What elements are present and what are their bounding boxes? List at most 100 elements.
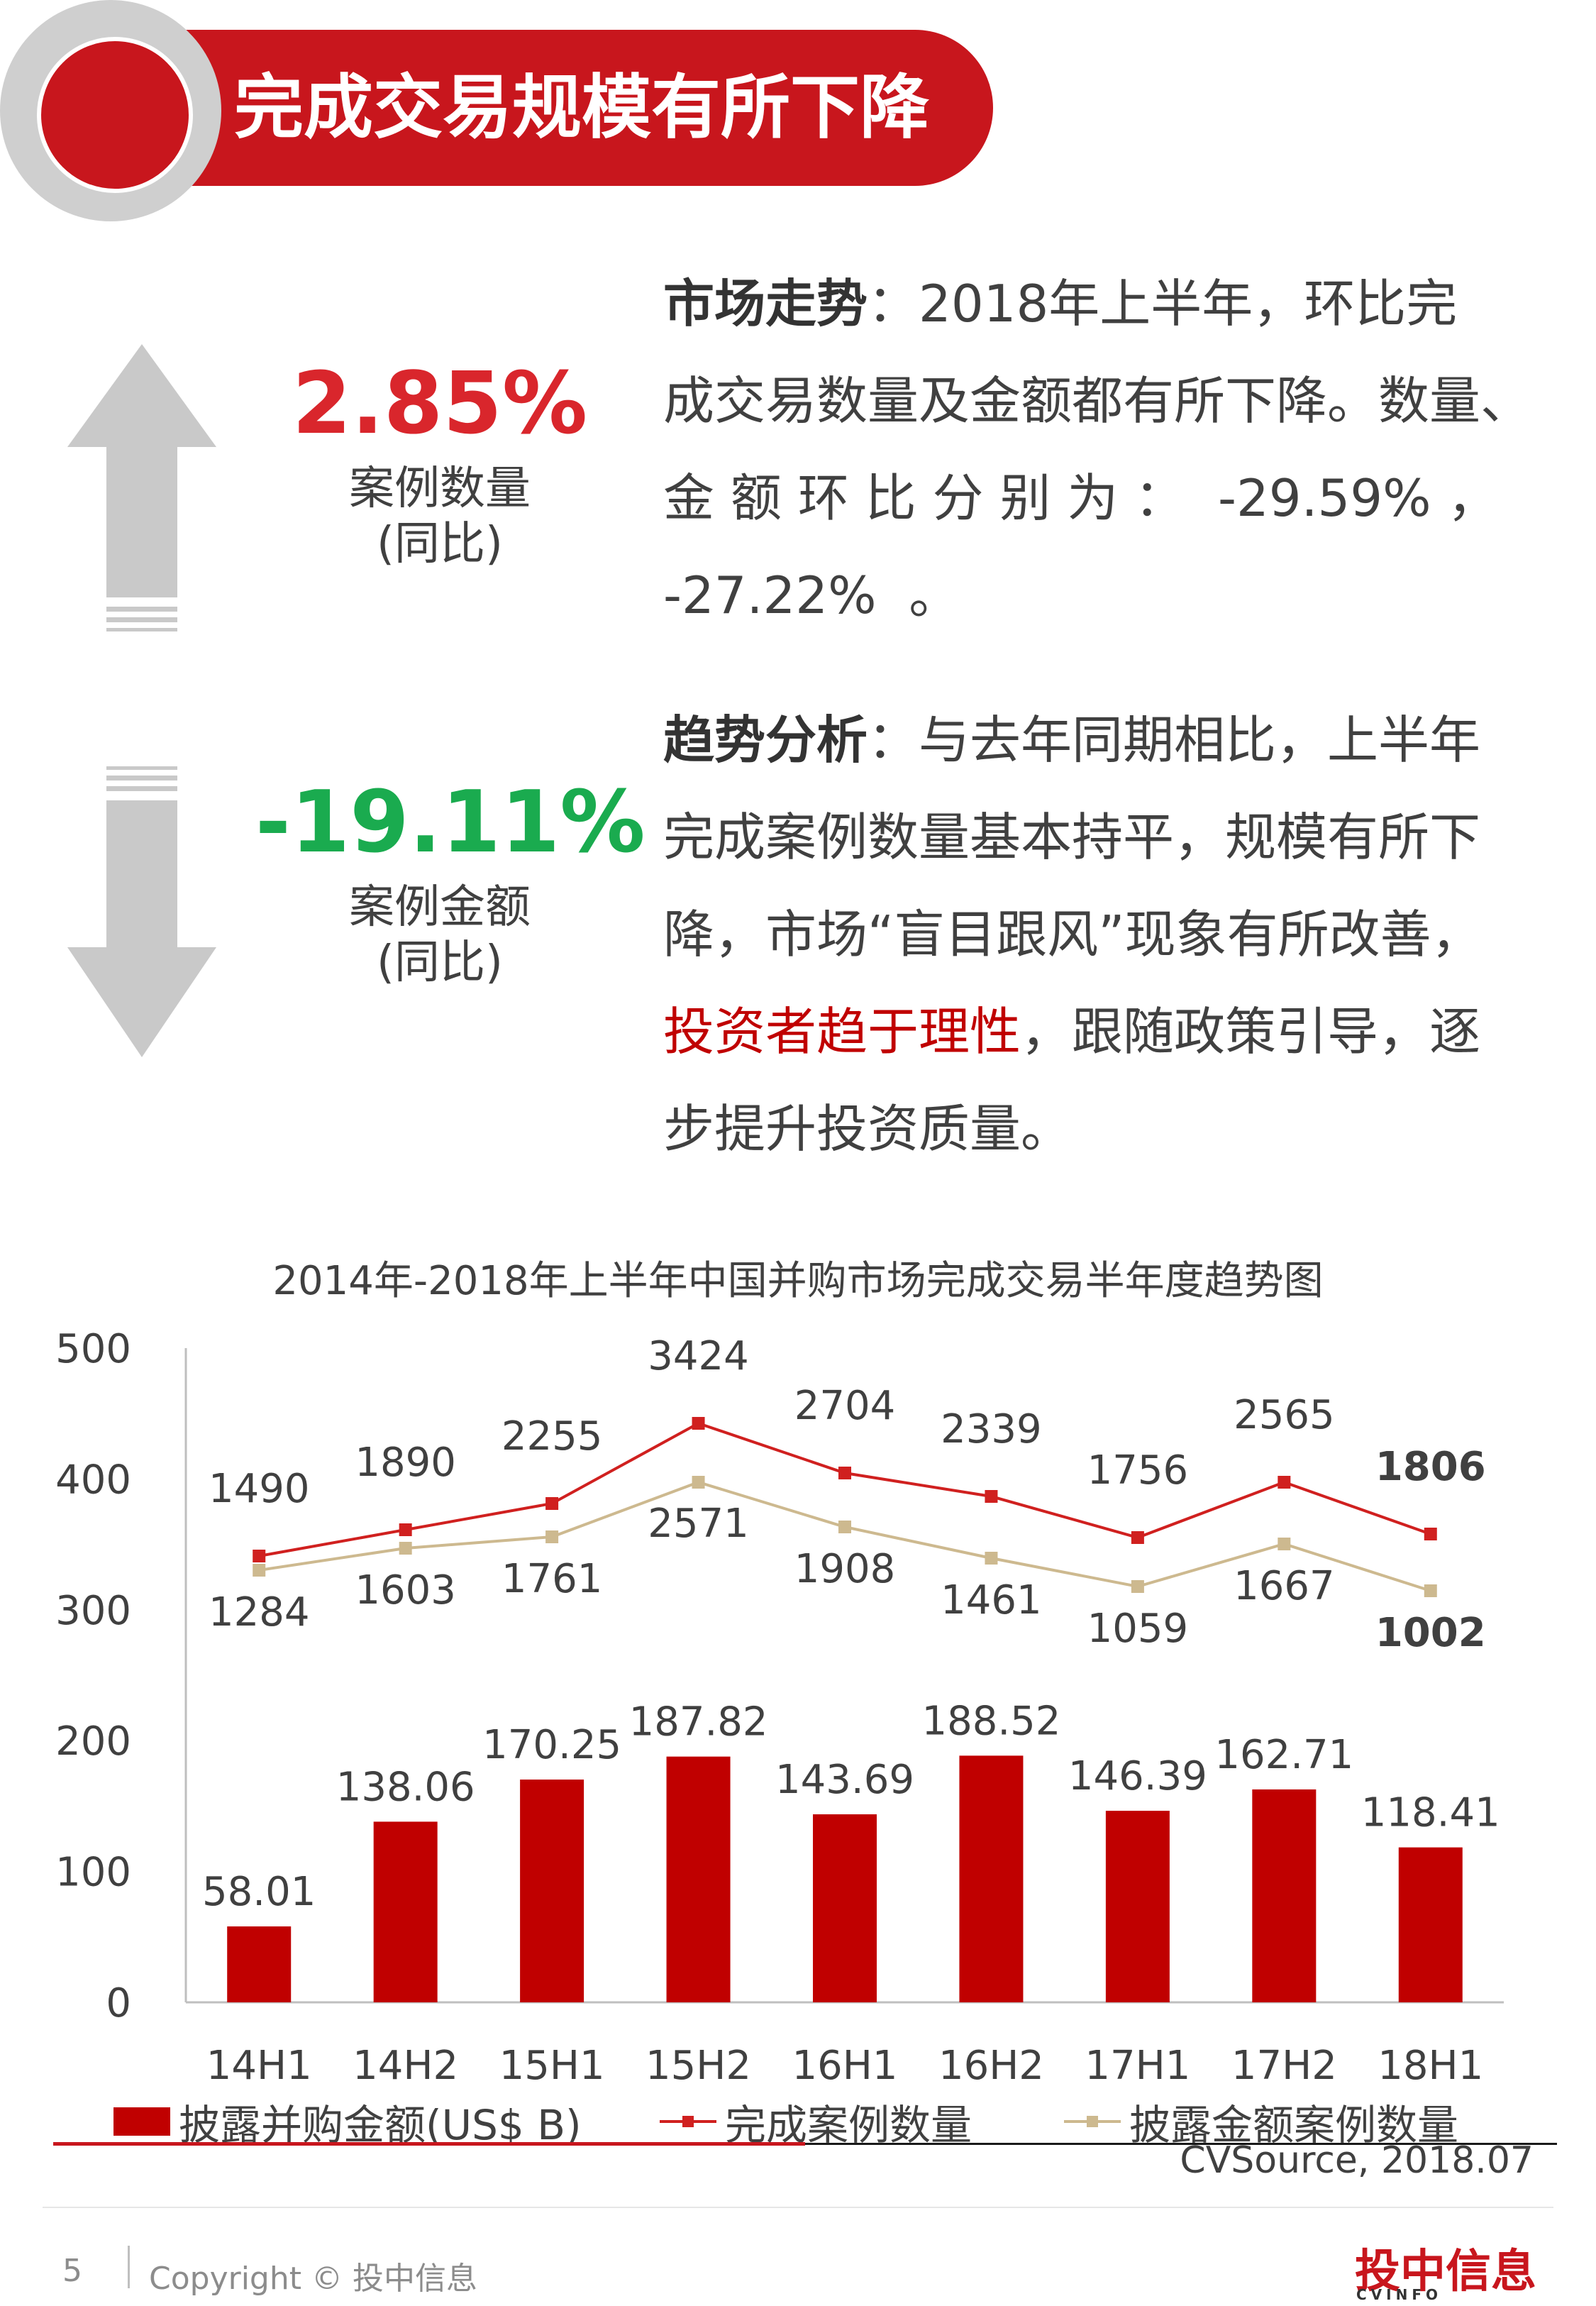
deal-count-data-label: 2565 — [1234, 1392, 1335, 1438]
y-tick-label: 100 — [55, 1850, 131, 1896]
disclosed-count-data-label: 1667 — [1234, 1563, 1335, 1609]
disclosed-count-marker — [1278, 1538, 1291, 1550]
deal-count-marker — [253, 1550, 266, 1562]
trend-analysis-line: ，跟随政策引导，逐 — [1021, 1002, 1481, 1061]
bar-data-label: 118.41 — [1361, 1790, 1500, 1836]
disclosed-count-data-label: 1002 — [1375, 1610, 1486, 1656]
trend-analysis-line: 完成案例数量基本持平，规模有所下 — [663, 807, 1481, 867]
deal-count-data-label: 2255 — [501, 1413, 603, 1460]
count-change-value: 2.85% — [292, 355, 588, 453]
disclosed-count-marker — [253, 1564, 266, 1577]
bar-data-label: 143.69 — [775, 1757, 914, 1803]
deal-count-marker — [838, 1467, 851, 1479]
deal-count-data-label: 1756 — [1087, 1447, 1189, 1494]
x-tick-label: 15H2 — [645, 2043, 751, 2089]
trend-analysis-sep: ： — [868, 710, 919, 770]
bar-data-label: 188.52 — [921, 1698, 1060, 1744]
bar — [1105, 1811, 1170, 2002]
brand-logo-sub: CVINFO — [1356, 2286, 1442, 2303]
down-arrow-icon — [57, 759, 227, 1071]
market-trend-sep: ： — [868, 274, 919, 333]
legend-rule-accent — [53, 2142, 805, 2146]
disclosed-count-data-label: 1603 — [355, 1567, 456, 1613]
footer-separator — [128, 2246, 130, 2288]
deal-count-marker — [1278, 1476, 1291, 1489]
deal-count-marker — [692, 1417, 705, 1430]
x-tick-label: 16H1 — [792, 2043, 898, 2089]
trend-analysis-paragraph: 趋势分析：与去年同期相比，上半年 完成案例数量基本持平，规模有所下 降，市场“盲… — [663, 692, 1564, 1178]
page-title: 完成交易规模有所下降 — [234, 67, 930, 148]
market-trend-heading: 市场走势 — [663, 274, 868, 333]
legend-disclosed-swatch — [1064, 2116, 1121, 2127]
disclosed-count-marker — [1131, 1580, 1144, 1593]
bar — [813, 1814, 877, 2002]
market-trend-line: 成交易数量及金额都有所下降。数量、 — [663, 371, 1532, 431]
title-disc-decoration — [37, 37, 193, 193]
amount-change-value: -19.11% — [255, 773, 645, 872]
legend-disclosed-count: 披露金额案例数量 — [1064, 2092, 1458, 2151]
y-tick-label: 300 — [55, 1588, 131, 1634]
legend-bar: 披露并购金额(US$ B) — [113, 2092, 582, 2151]
disclosed-count-marker — [985, 1552, 998, 1565]
deal-count-marker — [1424, 1528, 1437, 1540]
y-tick-label: 400 — [55, 1457, 131, 1503]
trend-analysis-line: 步提升投资质量。 — [663, 1099, 1073, 1159]
bar — [1252, 1789, 1317, 2002]
bar — [227, 1926, 292, 2002]
x-tick-label: 17H2 — [1231, 2043, 1337, 2089]
highlight-text: 投资者趋于理性 — [663, 1002, 1021, 1061]
legend-count-swatch — [660, 2116, 716, 2127]
market-trend-line: 2018年上半年，环比完 — [919, 274, 1458, 333]
chart-title: 2014年-2018年上半年中国并购市场完成交易半年度趋势图 — [272, 1258, 1324, 1304]
bar-data-label: 58.01 — [202, 1869, 316, 1915]
source-note: CVSource, 2018.07 — [1180, 2139, 1534, 2182]
deal-count-marker — [985, 1490, 998, 1503]
disclosed-count-marker — [545, 1530, 559, 1543]
footer-divider — [43, 2207, 1553, 2208]
page-number: 5 — [62, 2253, 82, 2289]
trend-analysis-heading: 趋势分析 — [663, 710, 868, 770]
market-trend-line: 金 额 环 比 分 别 为 ： -29.59% ， — [663, 468, 1499, 528]
x-tick-label: 17H1 — [1085, 2043, 1190, 2089]
count-change-label: 案例数量 — [349, 463, 531, 515]
bar-data-label: 138.06 — [336, 1764, 475, 1810]
disclosed-count-data-label: 1284 — [209, 1589, 310, 1635]
disclosed-count-marker — [838, 1521, 851, 1533]
disclosed-count-data-label: 1461 — [941, 1577, 1042, 1623]
deal-count-data-label: 2339 — [941, 1406, 1042, 1452]
deal-count-marker — [1131, 1531, 1144, 1544]
deal-count-data-label: 3424 — [648, 1333, 749, 1379]
y-tick-label: 500 — [55, 1326, 131, 1372]
x-tick-label: 14H1 — [206, 2043, 312, 2089]
bar-data-label: 187.82 — [629, 1699, 768, 1745]
x-tick-label: 16H2 — [938, 2043, 1044, 2089]
deal-count-data-label: 1490 — [209, 1466, 310, 1512]
disclosed-count-marker — [399, 1542, 412, 1555]
deal-count-marker — [399, 1523, 412, 1536]
count-change-sub: (同比) — [377, 518, 503, 570]
y-tick-label: 200 — [55, 1719, 131, 1765]
copyright: Copyright © 投中信息 — [149, 2261, 477, 2297]
market-trend-paragraph: 市场走势：2018年上半年，环比完 成交易数量及金额都有所下降。数量、 金 额 … — [663, 255, 1564, 644]
legend-bar-label: 披露并购金额(US$ B) — [179, 2101, 582, 2149]
disclosed-count-data-label: 2571 — [648, 1501, 749, 1547]
brand-logo: 投中信息 — [1355, 2246, 1536, 2298]
bar — [959, 1755, 1024, 2002]
up-arrow-icon — [57, 333, 227, 646]
legend-count: 完成案例数量 — [660, 2092, 972, 2151]
chart: 0 100 200 300 400 500 14H1 14H2 15H1 15H2 16H1 16H2… — [55, 1326, 1504, 2089]
legend-rule — [53, 2143, 1557, 2145]
disclosed-count-marker — [1424, 1584, 1437, 1597]
legend-bar-swatch — [113, 2107, 170, 2136]
bar-data-label: 146.39 — [1068, 1753, 1207, 1799]
bar — [373, 1821, 438, 2002]
market-trend-line: -27.22% 。 — [663, 566, 960, 625]
legend-disclosed-label: 披露金额案例数量 — [1129, 2101, 1459, 2149]
bar-data-label: 170.25 — [482, 1722, 621, 1768]
deal-count-data-label: 1890 — [355, 1440, 456, 1486]
x-tick-label: 18H1 — [1378, 2043, 1483, 2089]
title-banner — [142, 30, 993, 186]
disclosed-count-data-label: 1761 — [501, 1556, 603, 1602]
legend-count-label: 完成案例数量 — [725, 2101, 972, 2149]
bar — [1398, 1847, 1463, 2002]
